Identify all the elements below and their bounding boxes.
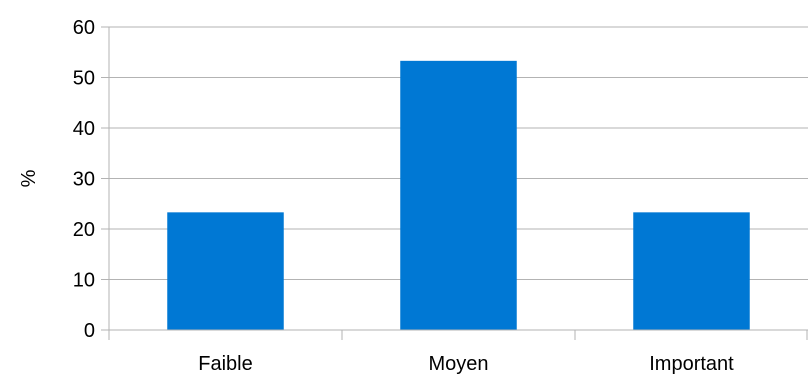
y-tick-label: 30	[73, 169, 95, 191]
y-tick-label: 40	[73, 118, 95, 140]
x-tick-label-important: Important	[649, 353, 734, 375]
y-tick-label: 10	[73, 270, 95, 292]
x-tick-label-moyen: Moyen	[428, 353, 488, 375]
bar-important	[633, 212, 750, 330]
y-tick-label: 60	[73, 17, 95, 39]
axes	[101, 26, 808, 340]
bar-moyen	[400, 60, 517, 331]
y-tick-label: 0	[84, 320, 95, 342]
x-tick-label-faible: Faible	[198, 353, 252, 375]
tick-labels: 0 10 20 30 40 50 60 Faible Moyen Important	[73, 17, 734, 375]
bar-faible	[167, 212, 284, 330]
y-tick-label: 50	[73, 68, 95, 90]
y-tick-label: 20	[73, 219, 95, 241]
bars	[167, 60, 750, 331]
y-axis-label: %	[18, 169, 40, 187]
